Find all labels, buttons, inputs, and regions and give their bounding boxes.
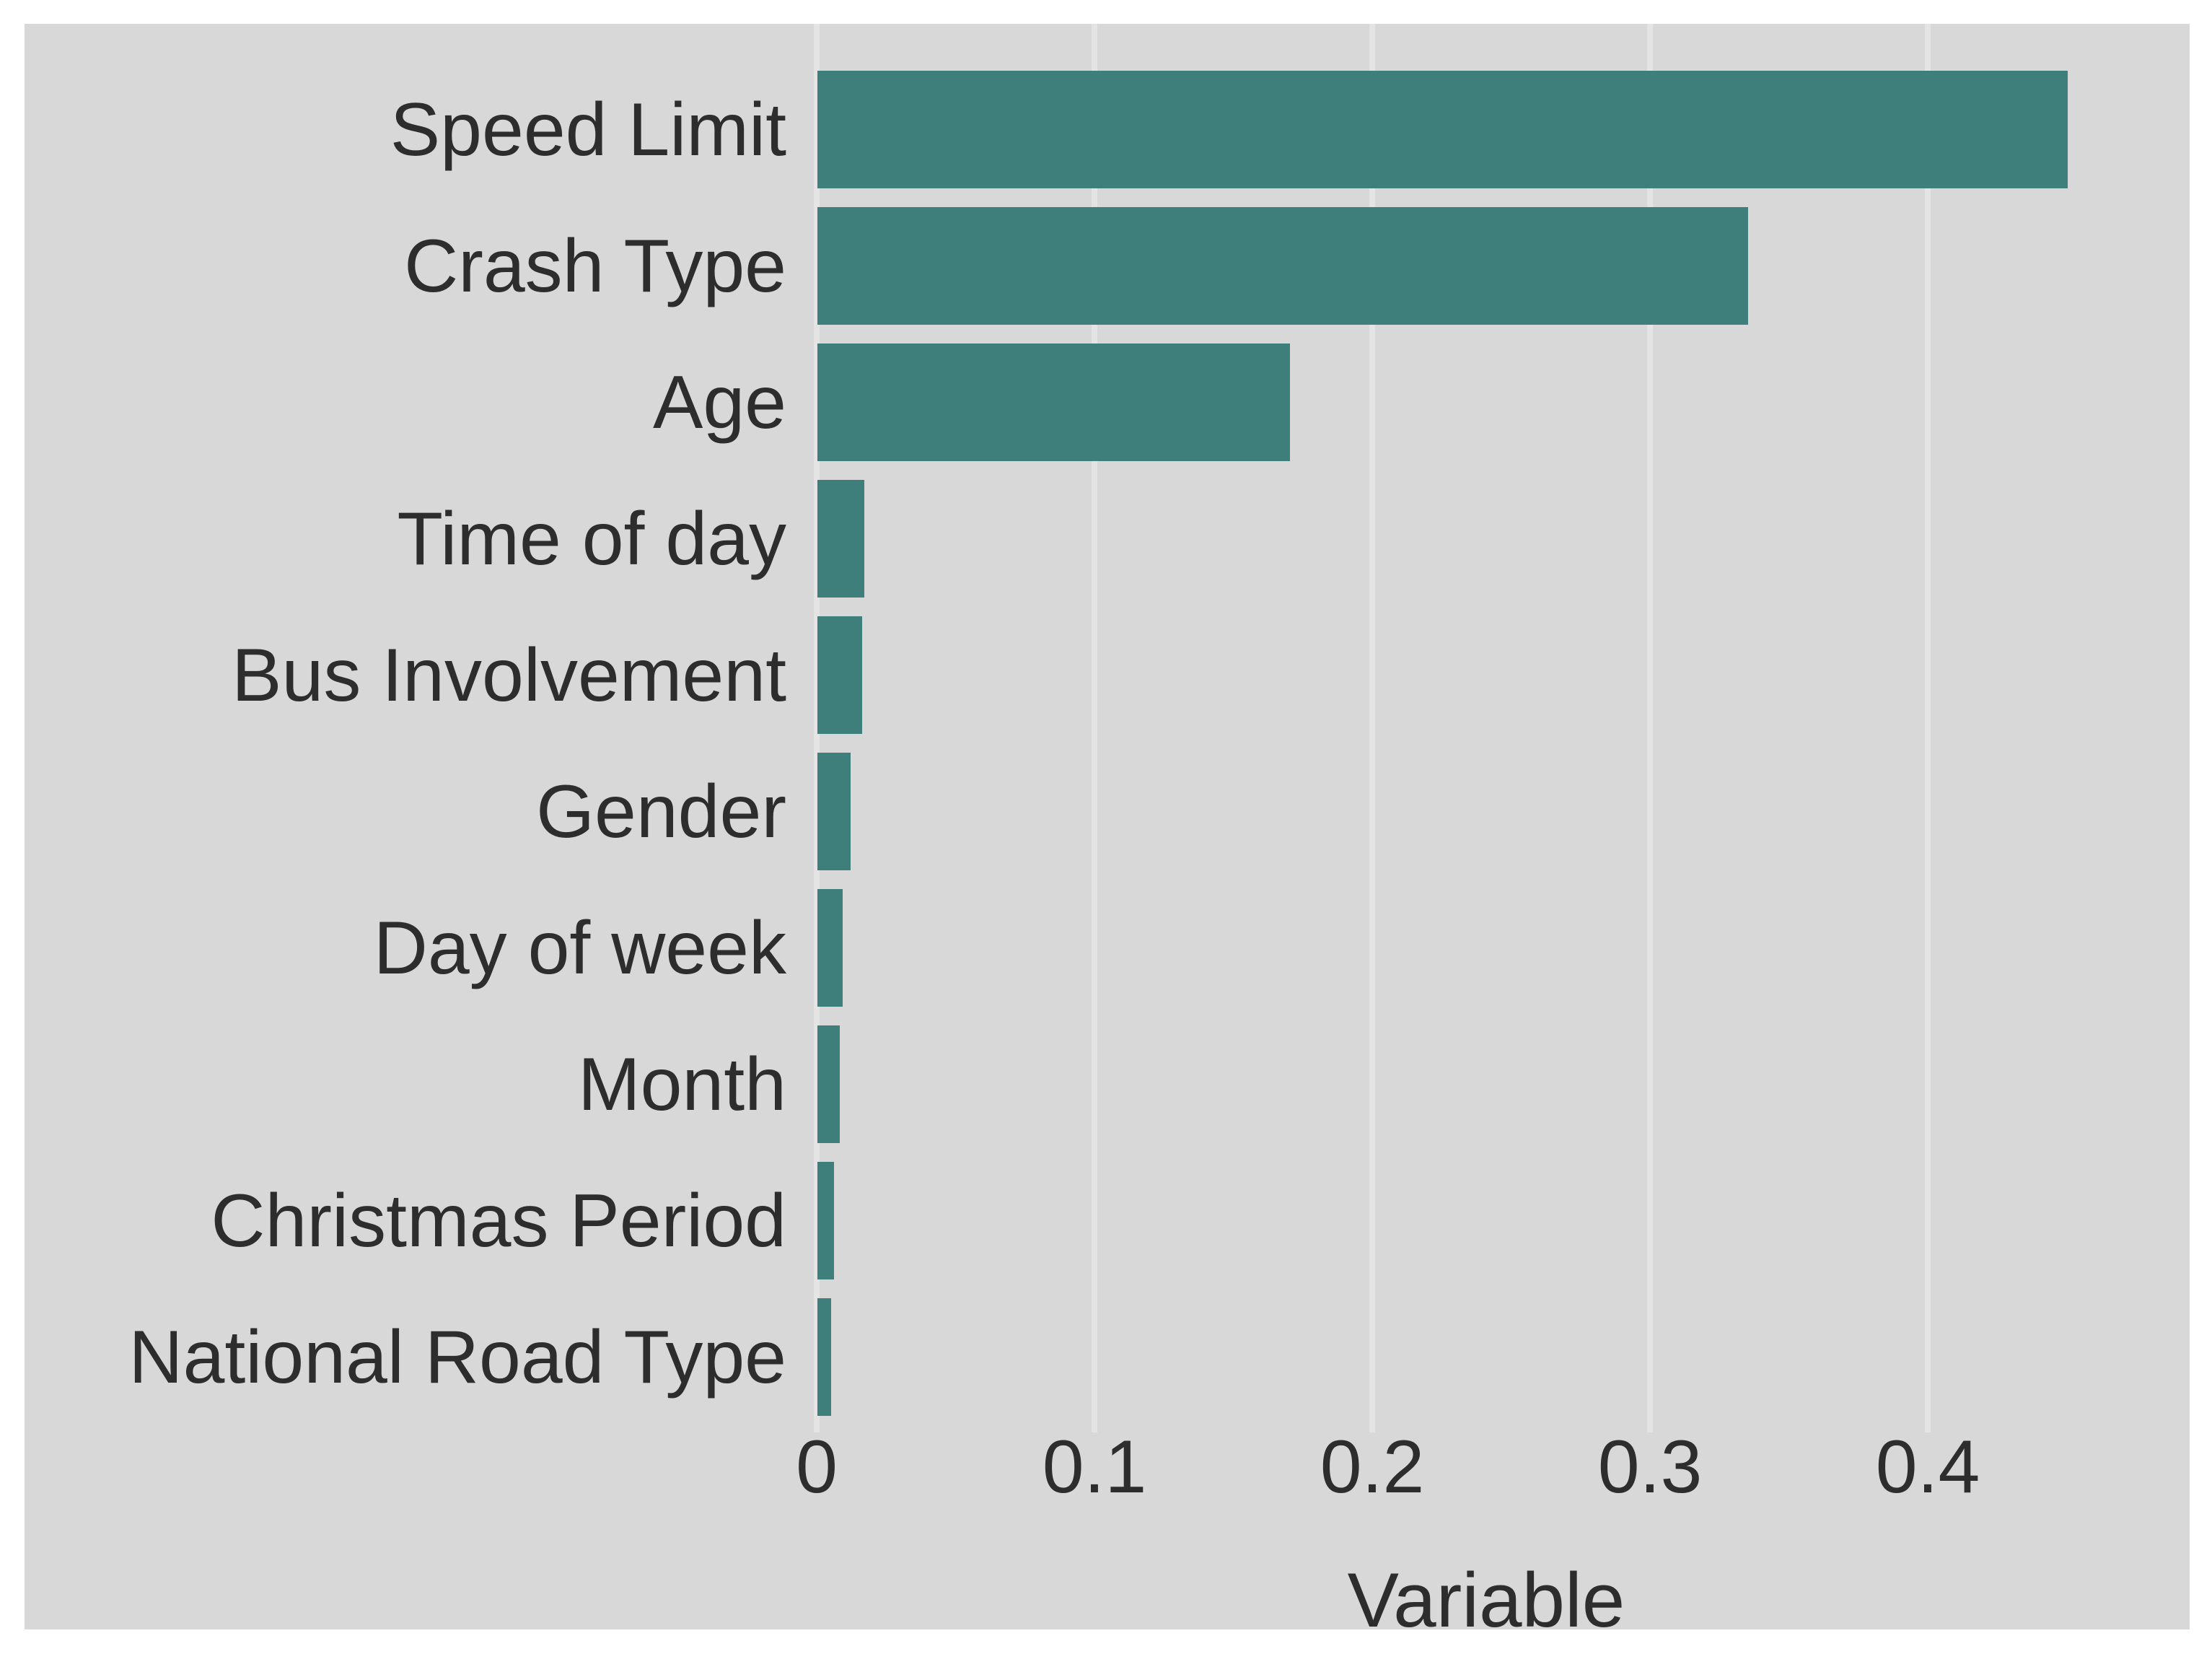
x-tick-label: 0.3 [1597, 1425, 1703, 1509]
bar [817, 344, 1290, 461]
bar [817, 1298, 831, 1416]
x-tick-label: 0 [796, 1425, 838, 1509]
x-tick-label: 0.4 [1875, 1425, 1980, 1509]
gridline-0.4 [1925, 24, 1931, 1432]
bar [817, 71, 2068, 188]
gridline-0.3 [1647, 24, 1653, 1432]
category-label: Christmas Period [211, 1178, 786, 1263]
bar [817, 1162, 834, 1279]
category-label: Age [652, 360, 786, 445]
x-axis-title: Variable [1347, 1557, 1625, 1643]
x-tick-label: 0.1 [1042, 1425, 1147, 1509]
gridline-0.1 [1092, 24, 1097, 1432]
bar [817, 753, 851, 870]
category-label: Gender [536, 769, 786, 854]
category-label: Bus Involvement [232, 633, 786, 717]
gridline-0.2 [1369, 24, 1375, 1432]
x-tick-label: 0.2 [1320, 1425, 1425, 1509]
category-label: Time of day [397, 496, 786, 581]
bar [817, 1025, 840, 1143]
category-label: Month [577, 1042, 786, 1126]
bar [817, 207, 1748, 325]
gridline-0 [814, 24, 820, 1432]
bar [817, 480, 864, 598]
category-label: Crash Type [404, 224, 786, 308]
bar [817, 616, 862, 734]
category-label: National Road Type [128, 1315, 786, 1399]
category-label: Day of week [373, 906, 786, 990]
category-label: Speed Limit [390, 87, 786, 172]
bar [817, 889, 843, 1007]
